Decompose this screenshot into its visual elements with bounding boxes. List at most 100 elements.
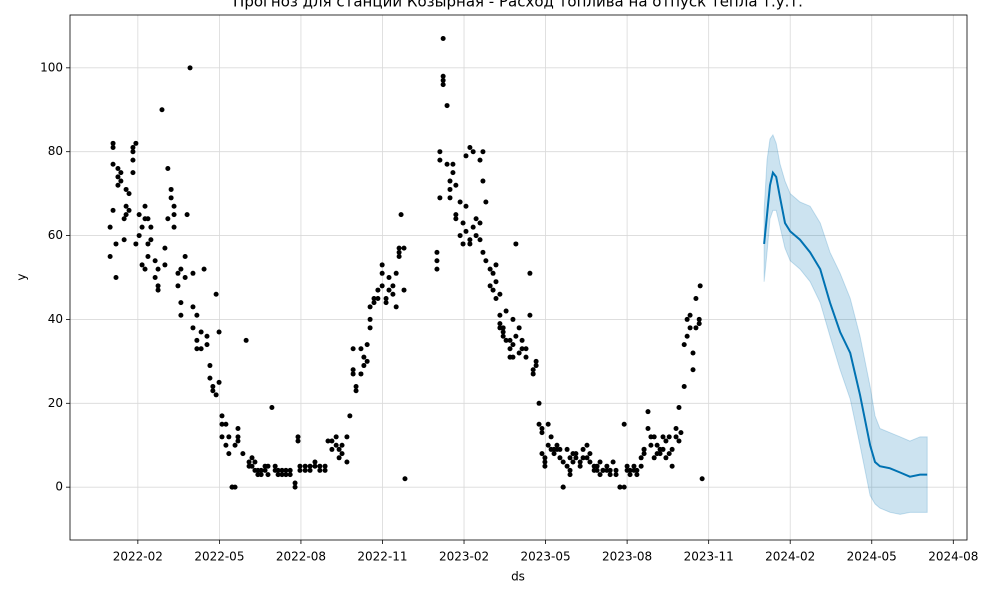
data-point	[178, 300, 184, 306]
y-tick-label: 100	[40, 60, 63, 74]
data-point	[564, 446, 570, 452]
data-point	[292, 480, 298, 486]
data-point	[226, 434, 232, 440]
data-point	[275, 472, 281, 478]
data-point	[178, 312, 184, 318]
data-point	[610, 459, 616, 465]
data-point	[516, 350, 522, 356]
data-point	[121, 237, 127, 243]
data-point	[182, 254, 188, 260]
data-point	[107, 224, 113, 230]
data-point	[213, 392, 219, 398]
data-point	[696, 316, 702, 322]
data-point	[307, 463, 313, 469]
data-point	[121, 216, 127, 222]
data-point	[480, 249, 486, 255]
data-point	[687, 325, 693, 331]
data-point	[295, 438, 301, 444]
data-point	[283, 467, 289, 473]
data-point	[145, 254, 151, 260]
data-point	[641, 446, 647, 452]
data-point	[240, 451, 246, 457]
data-point	[386, 275, 392, 280]
data-point	[130, 170, 136, 176]
data-point	[483, 258, 489, 264]
data-point	[587, 451, 593, 457]
data-point	[490, 287, 496, 293]
data-point	[145, 216, 151, 222]
data-point	[353, 384, 359, 390]
data-point	[500, 329, 506, 335]
data-point	[133, 140, 139, 146]
data-point	[480, 149, 486, 155]
data-point	[223, 421, 229, 427]
data-point	[542, 459, 548, 465]
data-point	[390, 283, 396, 289]
data-point	[500, 325, 506, 331]
data-point	[110, 161, 116, 167]
data-point	[684, 333, 690, 339]
data-point	[249, 463, 255, 469]
data-point	[457, 199, 463, 205]
data-point	[483, 199, 489, 205]
data-point	[440, 35, 446, 41]
data-point	[607, 472, 613, 478]
data-point	[560, 459, 566, 465]
data-point	[350, 367, 356, 373]
data-point	[470, 224, 476, 230]
data-point	[302, 463, 308, 469]
data-point	[699, 476, 705, 482]
data-point	[453, 212, 459, 218]
data-point	[444, 103, 450, 109]
data-point	[510, 354, 516, 360]
data-point	[178, 266, 184, 272]
data-point	[292, 484, 298, 490]
data-point	[513, 241, 519, 247]
data-point	[322, 467, 328, 473]
data-point	[216, 329, 222, 335]
data-point	[165, 216, 171, 222]
data-point	[279, 467, 285, 473]
data-point	[210, 388, 216, 394]
data-point	[361, 363, 367, 369]
data-point	[580, 455, 586, 461]
data-point	[396, 245, 402, 251]
data-point	[171, 203, 177, 209]
data-point	[527, 270, 533, 276]
x-tick-label: 2022-08	[276, 550, 326, 564]
data-point	[142, 203, 148, 209]
data-point	[697, 283, 703, 289]
y-axis-label: y	[15, 273, 29, 280]
data-point	[527, 312, 533, 318]
y-tick-label: 20	[48, 396, 63, 410]
data-point	[375, 295, 381, 301]
data-point	[307, 467, 313, 473]
data-point	[246, 459, 252, 465]
data-point	[175, 283, 181, 289]
data-point	[463, 203, 469, 209]
data-point	[693, 325, 699, 331]
data-point	[155, 283, 161, 289]
data-point	[317, 467, 323, 473]
data-point	[329, 438, 335, 444]
data-point	[539, 430, 545, 436]
data-point	[533, 358, 539, 364]
data-point	[371, 300, 377, 306]
data-point	[690, 367, 696, 373]
data-point	[567, 455, 573, 461]
data-point	[155, 266, 161, 272]
data-point	[519, 346, 525, 352]
y-tick-label: 60	[48, 228, 63, 242]
data-point	[573, 455, 579, 461]
data-point	[317, 463, 323, 469]
data-point	[379, 283, 385, 289]
data-point	[333, 442, 339, 448]
data-point	[232, 484, 238, 490]
data-point	[510, 316, 516, 322]
data-point	[283, 472, 289, 478]
data-point	[557, 455, 563, 461]
data-point	[477, 220, 483, 226]
data-point	[142, 266, 148, 272]
data-point	[107, 254, 113, 260]
y-tick-label: 40	[48, 312, 63, 326]
